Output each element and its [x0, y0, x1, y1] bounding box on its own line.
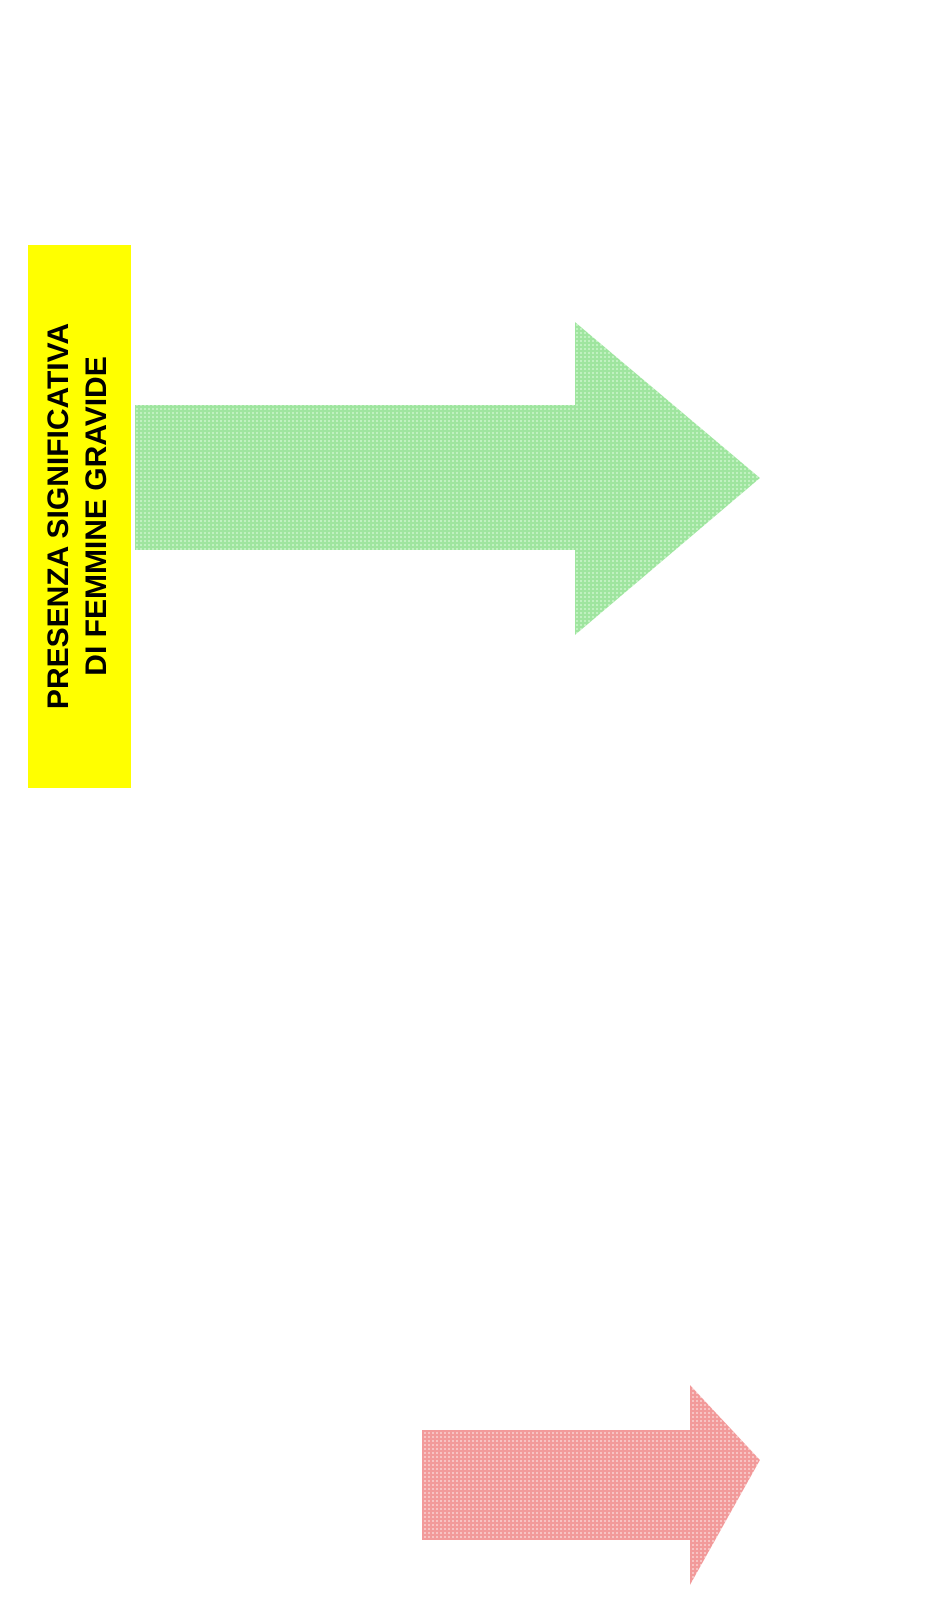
red-arrow: [422, 1385, 760, 1585]
annotation-text: DI FEMMINE GRAVIDE: [80, 356, 113, 675]
background-layer: [135, 322, 760, 1585]
annotation-layer: PRESENZA SIGNIFICATIVA DI FEMMINE GRAVID…: [28, 245, 131, 788]
annotation-box: [28, 245, 131, 788]
green-arrow: [135, 322, 760, 635]
annotation-text: PRESENZA SIGNIFICATIVA: [42, 323, 75, 709]
